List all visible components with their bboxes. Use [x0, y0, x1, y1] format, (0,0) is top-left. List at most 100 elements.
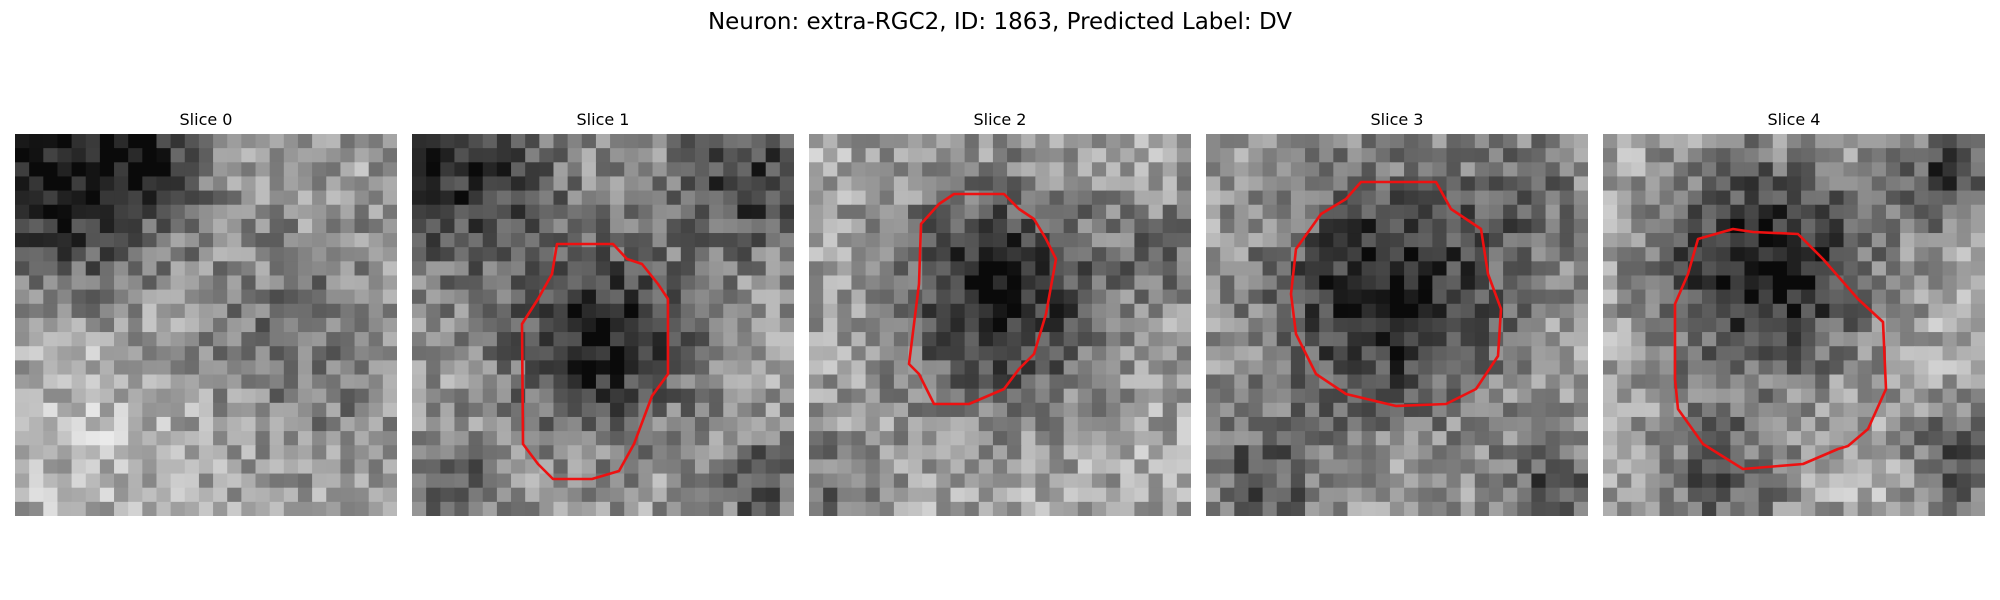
pixel — [1007, 148, 1022, 163]
pixel — [950, 473, 966, 489]
pixel — [1162, 317, 1178, 333]
pixel — [85, 176, 101, 192]
pixel — [1914, 247, 1930, 262]
pixel — [1970, 473, 1985, 489]
pixel — [1603, 346, 1618, 361]
pixel — [269, 317, 285, 333]
pixel — [382, 303, 397, 319]
pixel — [1659, 431, 1675, 446]
pixel — [426, 303, 441, 319]
pixel — [496, 261, 512, 277]
pixel — [1091, 388, 1107, 404]
pixel — [1559, 247, 1575, 262]
pixel — [71, 360, 87, 376]
pixel — [1871, 431, 1887, 446]
pixel — [992, 459, 1008, 475]
pixel — [227, 487, 242, 503]
pixel — [1900, 233, 1915, 248]
pixel — [1871, 501, 1887, 516]
pixel — [1545, 487, 1561, 503]
pixel — [1389, 332, 1405, 347]
pixel — [1234, 360, 1250, 376]
pixel — [1361, 261, 1377, 277]
pixel — [1474, 134, 1490, 149]
pixel — [1446, 218, 1462, 234]
pixel — [482, 459, 498, 475]
pixel — [1744, 261, 1760, 277]
pixel — [1262, 416, 1278, 432]
pixel — [694, 289, 710, 305]
pixel — [114, 360, 129, 376]
pixel — [85, 459, 101, 475]
pixel — [908, 204, 923, 220]
pixel — [978, 204, 994, 220]
pixel — [950, 247, 966, 262]
pixel — [1786, 218, 1802, 234]
pixel — [1474, 275, 1490, 291]
pixel — [1404, 360, 1419, 376]
pixel — [468, 473, 484, 489]
pixel — [71, 445, 87, 461]
pixel — [368, 360, 384, 376]
pixel — [213, 218, 228, 234]
pixel — [1446, 445, 1462, 461]
pixel — [1148, 501, 1164, 516]
pixel — [908, 487, 923, 503]
pixel — [99, 233, 115, 248]
pixel — [71, 431, 87, 446]
pixel — [340, 218, 356, 234]
pixel — [723, 275, 739, 291]
pixel — [1956, 289, 1972, 305]
pixel — [865, 233, 881, 248]
pixel — [624, 162, 639, 178]
pixel — [1603, 289, 1618, 305]
pixel — [1928, 402, 1944, 418]
pixel — [57, 134, 73, 149]
pixel — [1290, 360, 1306, 376]
pixel — [922, 445, 937, 461]
pixel — [1772, 402, 1788, 418]
pixel — [1673, 162, 1689, 178]
pixel — [680, 332, 696, 347]
pixel — [610, 134, 625, 149]
pixel — [567, 360, 583, 376]
pixel — [751, 204, 767, 220]
pixel — [1829, 459, 1845, 475]
pixel — [1517, 289, 1533, 305]
pixel — [595, 416, 611, 432]
pixel — [1007, 261, 1022, 277]
pixel — [1758, 374, 1774, 390]
pixel — [1389, 303, 1405, 319]
pixel — [426, 487, 441, 503]
pixel — [709, 360, 724, 376]
pixel — [638, 247, 654, 262]
pixel — [1702, 134, 1717, 149]
pixel — [553, 374, 569, 390]
pixel — [1702, 204, 1717, 220]
pixel — [1786, 360, 1802, 376]
pixel — [1120, 501, 1136, 516]
pixel — [1503, 431, 1518, 446]
pixel — [865, 459, 881, 475]
pixel — [1645, 431, 1661, 446]
pixel — [638, 360, 654, 376]
pixel — [823, 162, 838, 178]
pixel — [1091, 247, 1107, 262]
pixel — [1262, 487, 1278, 503]
pixel — [1404, 275, 1419, 291]
pixel — [1106, 445, 1121, 461]
pixel — [1077, 134, 1093, 149]
pixel — [184, 388, 200, 404]
pixel — [1730, 416, 1746, 432]
pixel — [170, 445, 186, 461]
pixel — [241, 218, 257, 234]
pixel — [823, 218, 838, 234]
pixel — [368, 162, 384, 178]
pixel — [71, 473, 87, 489]
pixel — [1290, 501, 1306, 516]
pixel — [666, 487, 682, 503]
pixel — [1517, 332, 1533, 347]
pixel — [723, 473, 739, 489]
pixel — [511, 289, 526, 305]
pixel — [1503, 134, 1518, 149]
